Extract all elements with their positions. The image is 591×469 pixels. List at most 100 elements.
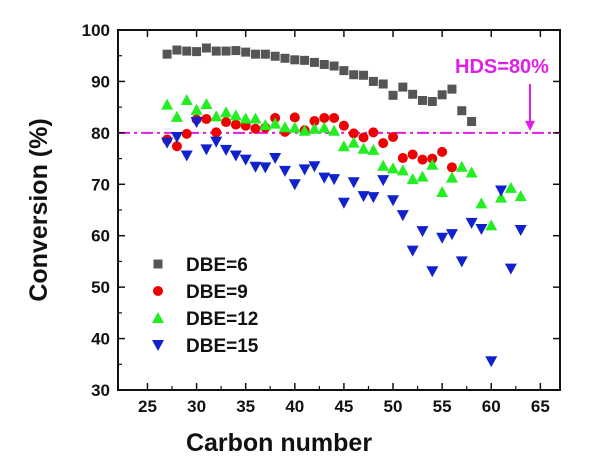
series-dbe-12 <box>161 93 527 231</box>
data-point <box>436 232 449 244</box>
data-point <box>445 171 458 183</box>
legend-marker <box>153 259 163 269</box>
data-point <box>319 59 329 69</box>
data-point <box>190 103 203 115</box>
x-tick-label: 40 <box>285 397 304 416</box>
data-point <box>514 190 527 202</box>
data-point <box>377 175 390 187</box>
data-point <box>408 89 418 99</box>
data-point <box>211 46 221 56</box>
data-point <box>378 138 389 149</box>
y-tick-label: 50 <box>91 278 110 297</box>
data-point <box>229 109 242 121</box>
data-point <box>309 116 320 127</box>
x-tick-label: 65 <box>531 397 550 416</box>
hds-annotation-label: HDS=80% <box>455 56 549 78</box>
data-point <box>259 119 272 131</box>
data-point <box>416 226 429 238</box>
y-axis: 30 40 50 60 70 80 90 100 <box>82 21 560 400</box>
data-point <box>455 160 468 172</box>
data-point <box>269 153 282 165</box>
hds-arrow-head <box>525 120 535 131</box>
data-point <box>514 225 527 237</box>
data-point <box>367 143 380 155</box>
data-point <box>446 162 457 173</box>
data-point <box>388 90 398 100</box>
data-point <box>172 45 182 55</box>
data-point <box>359 70 369 80</box>
data-point <box>162 49 172 59</box>
data-point <box>406 245 419 257</box>
data-point <box>485 356 498 368</box>
data-point <box>348 128 359 139</box>
y-tick-label: 90 <box>91 72 110 91</box>
data-point <box>339 66 349 76</box>
data-point <box>241 47 251 57</box>
data-point <box>251 49 261 59</box>
data-point <box>318 121 331 133</box>
y-tick-label: 30 <box>91 381 110 400</box>
plot-frame <box>117 29 561 391</box>
data-point <box>290 55 300 65</box>
data-points <box>161 43 527 368</box>
data-point <box>398 82 408 92</box>
x-tick-label: 45 <box>334 397 353 416</box>
data-point <box>338 120 349 131</box>
data-point <box>190 117 203 129</box>
data-point <box>161 137 174 149</box>
data-point <box>329 112 340 123</box>
data-point <box>407 149 418 160</box>
data-point <box>337 197 350 209</box>
data-point <box>192 47 202 57</box>
data-point <box>298 164 311 176</box>
data-point <box>288 121 301 133</box>
legend-marker <box>153 286 163 296</box>
data-point <box>278 121 291 133</box>
data-point <box>298 124 311 136</box>
data-point <box>504 263 517 275</box>
data-point <box>457 106 467 116</box>
data-point <box>475 224 488 236</box>
data-point <box>319 112 330 123</box>
x-axis: 25 30 35 40 45 50 55 60 65 <box>138 30 550 416</box>
data-point <box>388 131 399 142</box>
data-point <box>397 153 408 164</box>
data-point <box>427 153 438 164</box>
series-dbe-9 <box>162 112 457 173</box>
data-point <box>180 93 193 105</box>
data-point <box>308 122 321 134</box>
data-point <box>465 217 478 229</box>
data-point <box>416 170 429 182</box>
data-point <box>358 132 369 143</box>
data-point <box>201 43 211 53</box>
data-point <box>495 191 508 203</box>
data-point <box>475 197 488 209</box>
data-point <box>328 124 341 136</box>
data-point <box>406 173 419 185</box>
data-point <box>161 98 174 110</box>
data-point <box>308 161 321 173</box>
data-point <box>309 57 319 67</box>
data-point <box>426 266 439 278</box>
reference-line-group <box>118 84 560 134</box>
x-tick-label: 55 <box>433 397 452 416</box>
data-point <box>181 128 192 139</box>
data-point <box>221 117 232 128</box>
y-tick-label: 60 <box>91 227 110 246</box>
data-point <box>378 79 388 89</box>
data-point <box>455 256 468 268</box>
data-point <box>180 150 193 162</box>
data-point <box>200 98 213 110</box>
data-point <box>467 117 477 127</box>
data-point <box>436 186 449 197</box>
data-point <box>328 174 341 186</box>
data-point <box>239 112 252 124</box>
data-point <box>200 144 213 156</box>
data-point <box>387 195 400 207</box>
plot-border <box>117 29 561 391</box>
data-point <box>231 46 241 56</box>
x-tick-label: 60 <box>482 397 501 416</box>
data-point <box>427 96 437 106</box>
data-point <box>182 46 192 56</box>
data-point <box>485 219 498 231</box>
